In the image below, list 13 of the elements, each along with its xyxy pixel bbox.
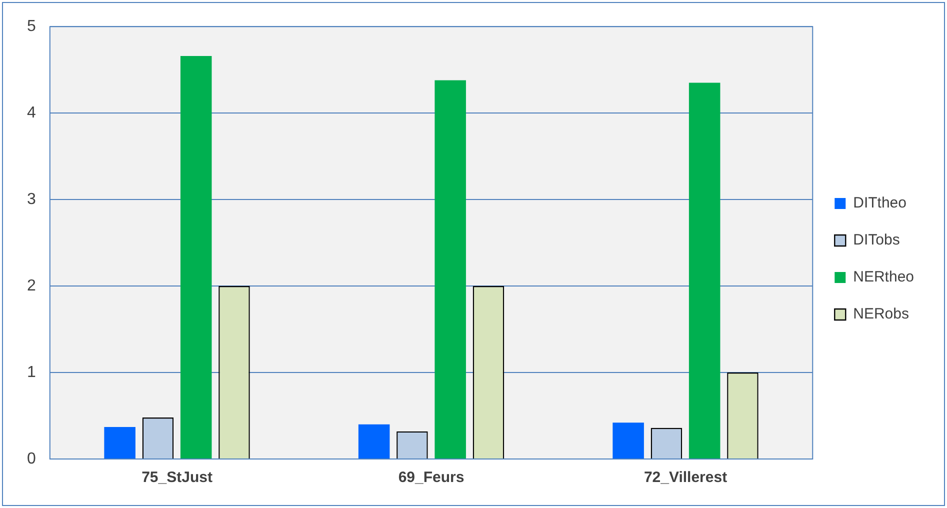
x-tick-label: 69_Feurs: [398, 469, 464, 486]
y-tick-label: 1: [26, 364, 36, 381]
legend-label: NERtheo: [853, 268, 914, 286]
y-tick-label: 4: [26, 104, 36, 122]
legend-label: DITobs: [853, 232, 900, 249]
legend-label: NERobs: [853, 306, 909, 323]
x-tick-label: 72_Villerest: [644, 469, 728, 486]
y-tick-label: 2: [26, 277, 36, 294]
y-tick-label: 3: [26, 190, 36, 208]
y-tick-label: 0: [26, 450, 36, 468]
legend-label: DITtheo: [853, 194, 906, 212]
x-tick-label: 75_StJust: [142, 469, 212, 486]
y-tick-label: 5: [26, 18, 36, 36]
